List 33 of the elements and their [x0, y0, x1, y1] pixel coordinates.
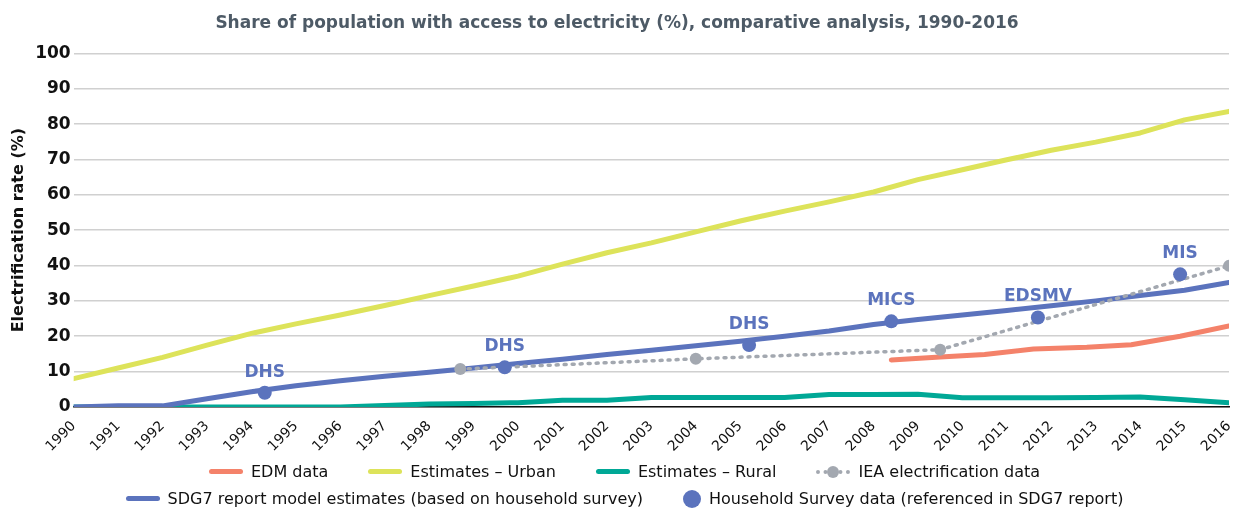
legend-label: SDG7 report model estimates (based on household survey): [167, 489, 643, 508]
legend-label: Estimates – Rural: [637, 462, 777, 481]
y-tick-label: 100: [35, 41, 71, 62]
y-tick-label: 80: [47, 112, 71, 133]
y-tick-label: 90: [47, 77, 71, 98]
legend-label: IEA electrification data: [858, 462, 1041, 481]
point: [1030, 310, 1045, 325]
y-tick-label: 50: [47, 218, 71, 239]
y-tick-label: 30: [47, 289, 71, 310]
y-tick-label: 10: [47, 360, 71, 380]
point: [934, 343, 947, 356]
annotation: DHS: [484, 335, 525, 356]
point: [454, 363, 467, 376]
y-tick-label: 60: [47, 183, 71, 204]
legend-label: Estimates – Urban: [410, 462, 556, 481]
point: [689, 352, 702, 365]
annotation: EDSMV: [1003, 285, 1073, 306]
legend-label: Household Survey data (referenced in SDG7 report): [708, 489, 1124, 508]
y-axis-title: Electrification rate (%): [7, 127, 27, 333]
chart-title: Share of population with access to electricity (%), comparative analysis, 1990-2016: [215, 11, 1019, 32]
y-tick-label: 40: [47, 253, 71, 274]
y-tick-label: 20: [47, 324, 71, 345]
y-tick-label: 70: [47, 147, 71, 168]
point: [257, 385, 272, 400]
legend-label: EDM data: [250, 462, 329, 481]
y-tick-label: 0: [58, 395, 71, 416]
point: [884, 314, 899, 329]
annotation: DHS: [728, 312, 770, 333]
annotation: DHS: [244, 360, 286, 381]
annotation: MIS: [1162, 242, 1198, 263]
point: [1173, 267, 1188, 282]
point: [497, 360, 512, 375]
annotation: MICS: [867, 289, 916, 310]
